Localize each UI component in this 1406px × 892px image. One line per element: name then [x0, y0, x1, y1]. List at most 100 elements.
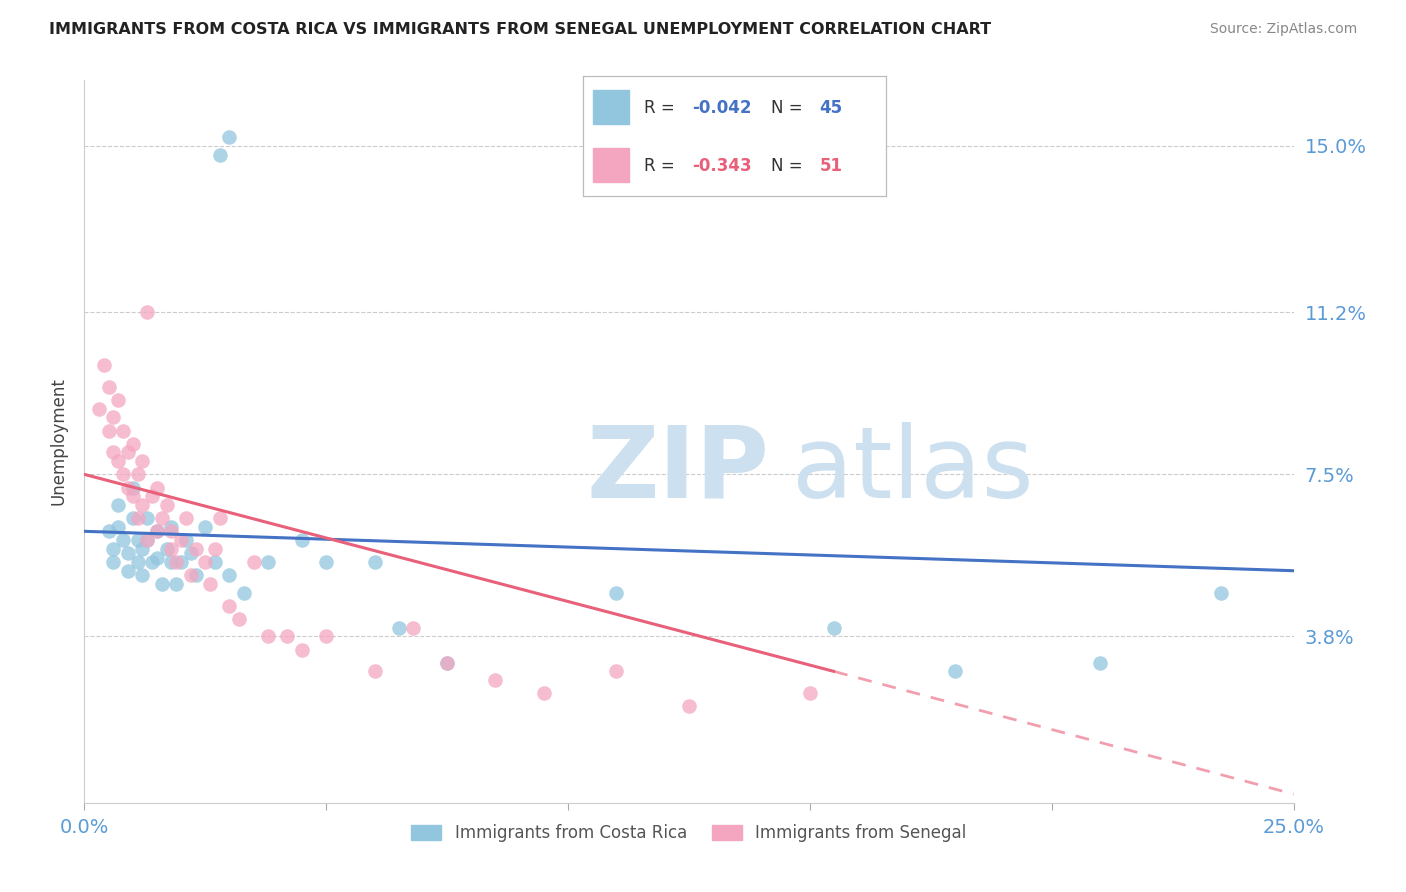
- Point: [291, 533, 314, 547]
- Point: [103, 555, 125, 569]
- Point: [127, 533, 149, 547]
- Point: [150, 511, 173, 525]
- Point: [1209, 585, 1232, 599]
- Point: [93, 358, 115, 372]
- Point: [257, 555, 280, 569]
- Point: [436, 656, 458, 670]
- Text: 45: 45: [820, 99, 842, 117]
- Point: [150, 577, 173, 591]
- Point: [943, 665, 966, 679]
- Text: Source: ZipAtlas.com: Source: ZipAtlas.com: [1209, 22, 1357, 37]
- Point: [605, 585, 627, 599]
- Point: [117, 546, 139, 560]
- Point: [363, 555, 385, 569]
- Point: [87, 401, 110, 416]
- Text: atlas: atlas: [792, 422, 1033, 519]
- Point: [103, 541, 125, 556]
- Y-axis label: Unemployment: Unemployment: [49, 377, 67, 506]
- Point: [436, 656, 458, 670]
- Point: [533, 686, 555, 700]
- Point: [170, 555, 193, 569]
- Point: [160, 541, 183, 556]
- Point: [276, 629, 298, 643]
- Point: [117, 564, 139, 578]
- Point: [233, 585, 256, 599]
- Point: [131, 454, 153, 468]
- Point: [121, 436, 143, 450]
- Point: [131, 498, 153, 512]
- Point: [678, 699, 700, 714]
- Point: [218, 130, 240, 145]
- Point: [218, 568, 240, 582]
- Point: [112, 467, 135, 482]
- Point: [242, 555, 264, 569]
- Point: [127, 467, 149, 482]
- Point: [165, 577, 187, 591]
- Point: [388, 621, 411, 635]
- Point: [117, 445, 139, 459]
- Point: [315, 555, 337, 569]
- Text: IMMIGRANTS FROM COSTA RICA VS IMMIGRANTS FROM SENEGAL UNEMPLOYMENT CORRELATION C: IMMIGRANTS FROM COSTA RICA VS IMMIGRANTS…: [49, 22, 991, 37]
- Text: R =: R =: [644, 99, 681, 117]
- Point: [257, 629, 280, 643]
- Point: [184, 568, 207, 582]
- Point: [180, 546, 202, 560]
- Point: [194, 555, 217, 569]
- Point: [117, 481, 139, 495]
- Point: [136, 533, 159, 547]
- Point: [1088, 656, 1111, 670]
- Point: [103, 445, 125, 459]
- Point: [112, 533, 135, 547]
- Point: [121, 481, 143, 495]
- Text: R =: R =: [644, 156, 681, 175]
- Point: [402, 621, 425, 635]
- Point: [146, 550, 169, 565]
- Point: [103, 410, 125, 425]
- Point: [131, 568, 153, 582]
- Point: [160, 524, 183, 539]
- Point: [136, 533, 159, 547]
- Text: -0.042: -0.042: [692, 99, 752, 117]
- Text: N =: N =: [770, 156, 808, 175]
- Text: 51: 51: [820, 156, 842, 175]
- Text: -0.343: -0.343: [692, 156, 752, 175]
- Point: [799, 686, 821, 700]
- Point: [146, 481, 169, 495]
- Point: [160, 555, 183, 569]
- Point: [315, 629, 337, 643]
- Point: [107, 392, 129, 407]
- Point: [155, 541, 177, 556]
- Point: [174, 511, 197, 525]
- Point: [208, 511, 231, 525]
- Point: [194, 520, 217, 534]
- Point: [131, 541, 153, 556]
- Bar: [592, 90, 628, 124]
- Point: [484, 673, 506, 688]
- Point: [204, 555, 226, 569]
- Point: [155, 498, 177, 512]
- Point: [184, 541, 207, 556]
- Point: [180, 568, 202, 582]
- Point: [204, 541, 226, 556]
- Point: [218, 599, 240, 613]
- Point: [121, 511, 143, 525]
- Bar: [592, 148, 628, 182]
- Point: [97, 424, 120, 438]
- Point: [141, 555, 163, 569]
- Point: [363, 665, 385, 679]
- Point: [146, 524, 169, 539]
- Point: [127, 555, 149, 569]
- Point: [97, 380, 120, 394]
- Point: [605, 665, 627, 679]
- Point: [141, 489, 163, 503]
- Legend: Immigrants from Costa Rica, Immigrants from Senegal: Immigrants from Costa Rica, Immigrants f…: [405, 817, 973, 848]
- Point: [146, 524, 169, 539]
- Point: [208, 147, 231, 161]
- Point: [121, 489, 143, 503]
- Point: [97, 524, 120, 539]
- Point: [136, 511, 159, 525]
- Point: [136, 305, 159, 319]
- Point: [160, 520, 183, 534]
- Point: [127, 511, 149, 525]
- Point: [107, 498, 129, 512]
